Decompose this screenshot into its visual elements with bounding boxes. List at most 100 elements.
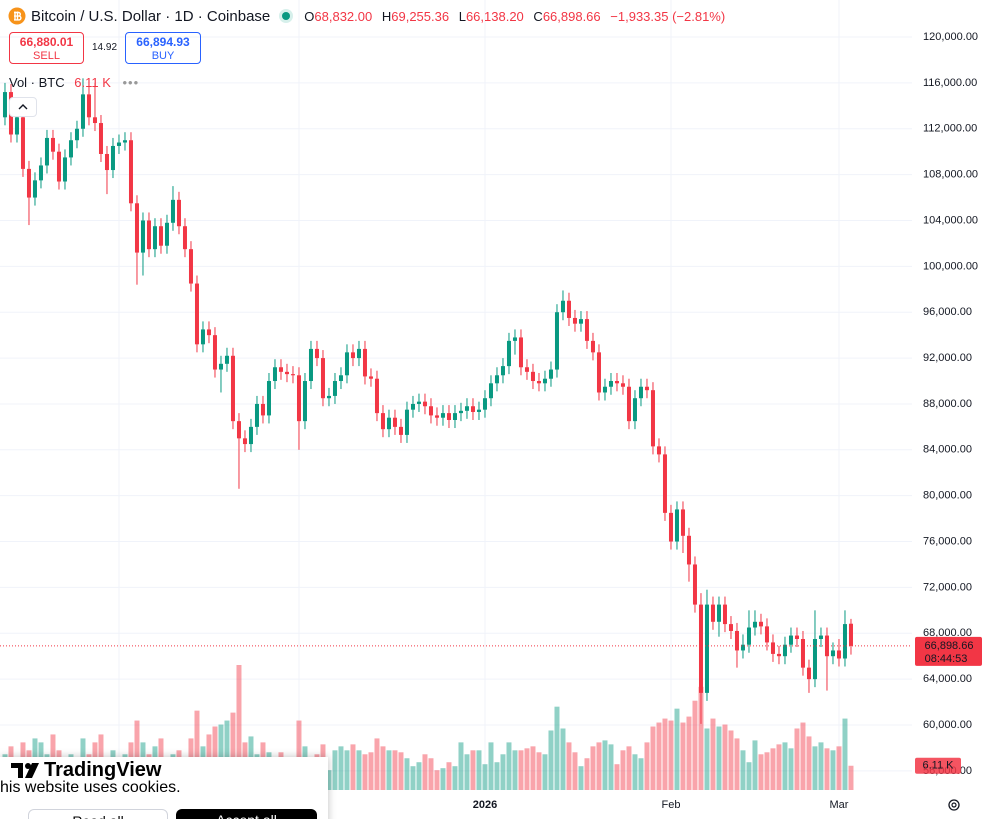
candle-body	[32, 180, 37, 198]
volume-bar	[824, 748, 830, 790]
candle-body	[134, 203, 139, 253]
volume-bar	[770, 748, 776, 790]
candle-body	[38, 165, 43, 181]
volume-bar	[530, 746, 536, 790]
volume-bar	[464, 754, 470, 790]
settings-icon[interactable]	[948, 799, 960, 811]
symbol-title: Bitcoin / U.S. Dollar · 1D · Coinbase	[31, 7, 271, 25]
volume-bar	[794, 728, 800, 790]
collapse-button[interactable]	[9, 97, 37, 117]
symbol-header: Bitcoin / U.S. Dollar · 1D · Coinbase O 6…	[8, 7, 725, 25]
volume-bar	[470, 750, 476, 790]
x-tick-label: Mar	[830, 799, 849, 811]
volume-bar	[578, 766, 584, 790]
volume-bar	[608, 744, 614, 790]
volume-bar	[488, 742, 494, 790]
accept-all-button[interactable]: Accept all	[176, 809, 317, 819]
volume-bar	[644, 742, 650, 790]
price-tag-countdown: 08:44:53	[925, 653, 968, 665]
candle-body	[182, 226, 187, 250]
candle-body	[68, 140, 73, 158]
candle-body	[584, 319, 589, 341]
sell-label: SELL	[33, 50, 60, 62]
volume-bar	[788, 748, 794, 790]
candle-body	[512, 337, 517, 341]
volume-bar	[344, 750, 350, 790]
candle-body	[110, 145, 115, 171]
volume-bar	[446, 762, 452, 790]
candle-body	[704, 604, 709, 693]
volume-legend-value: 6.11 K	[74, 75, 111, 90]
volume-bar	[482, 764, 488, 790]
candle-body	[176, 199, 181, 227]
candle-body	[140, 220, 145, 253]
volume-bar	[650, 726, 656, 790]
candle-body	[692, 564, 697, 605]
candle-body	[830, 650, 835, 657]
sell-button[interactable]: 66,880.01 SELL	[9, 32, 84, 64]
volume-bar	[764, 752, 770, 790]
volume-bar	[704, 728, 710, 790]
volume-bar	[848, 765, 854, 790]
candle-body	[680, 509, 685, 536]
candle-body	[812, 638, 817, 680]
volume-bar	[560, 728, 566, 790]
buy-button[interactable]: 66,894.93 BUY	[125, 32, 201, 64]
volume-bar	[734, 738, 740, 790]
read-all-button[interactable]: Read all	[28, 809, 168, 819]
candle-body	[458, 410, 463, 414]
open-label: O	[304, 8, 315, 24]
close-label: C	[533, 8, 543, 24]
candle-body	[344, 352, 349, 376]
volume-bar	[686, 716, 692, 790]
candle-body	[476, 409, 481, 412]
candle-body	[188, 249, 193, 284]
candle-body	[836, 650, 841, 659]
volume-bar	[818, 742, 824, 790]
volume-bar	[194, 710, 200, 790]
candle-body	[746, 627, 751, 645]
price-tag-price: 66,898.66	[925, 640, 974, 652]
candle-body	[224, 355, 229, 364]
volume-bar	[506, 742, 512, 790]
candle-body	[2, 92, 7, 118]
candle-body	[14, 117, 19, 135]
volume-bar	[458, 742, 464, 790]
y-tick-label: 72,000.00	[923, 581, 972, 593]
candle-body	[254, 403, 259, 427]
candle-body	[284, 371, 289, 375]
candle-body	[206, 329, 211, 336]
volume-bar	[368, 752, 374, 790]
candle-body	[464, 406, 469, 411]
candle-body	[302, 381, 307, 422]
candle-body	[530, 371, 535, 382]
y-tick-label: 100,000.00	[923, 260, 978, 272]
candle-body	[278, 367, 283, 372]
high-label: H	[381, 8, 392, 24]
candle-body	[398, 426, 403, 435]
candle-body	[764, 626, 769, 643]
volume-bar	[536, 752, 542, 790]
candle-body	[578, 319, 583, 324]
candle-body	[404, 409, 409, 435]
volume-bar	[842, 718, 848, 790]
candle-body	[488, 383, 493, 399]
volume-bar	[680, 722, 686, 790]
candle-body	[524, 367, 529, 372]
y-tick-label: 76,000.00	[923, 535, 972, 547]
volume-bar	[380, 746, 386, 790]
volume-bar	[398, 752, 404, 790]
candle-body	[200, 329, 205, 345]
volume-bar	[524, 748, 530, 790]
more-dots[interactable]: •••	[122, 75, 140, 90]
low-value: 66,138.20	[465, 8, 524, 24]
candle-body	[410, 403, 415, 410]
volume-tag	[915, 757, 961, 774]
volume-bar	[440, 768, 446, 790]
candle-body	[536, 381, 541, 384]
volume-bar	[620, 750, 626, 790]
bitcoin-icon	[8, 7, 26, 25]
candle-body	[80, 94, 85, 129]
chevron-icon	[18, 104, 28, 110]
candle-body	[326, 395, 331, 399]
